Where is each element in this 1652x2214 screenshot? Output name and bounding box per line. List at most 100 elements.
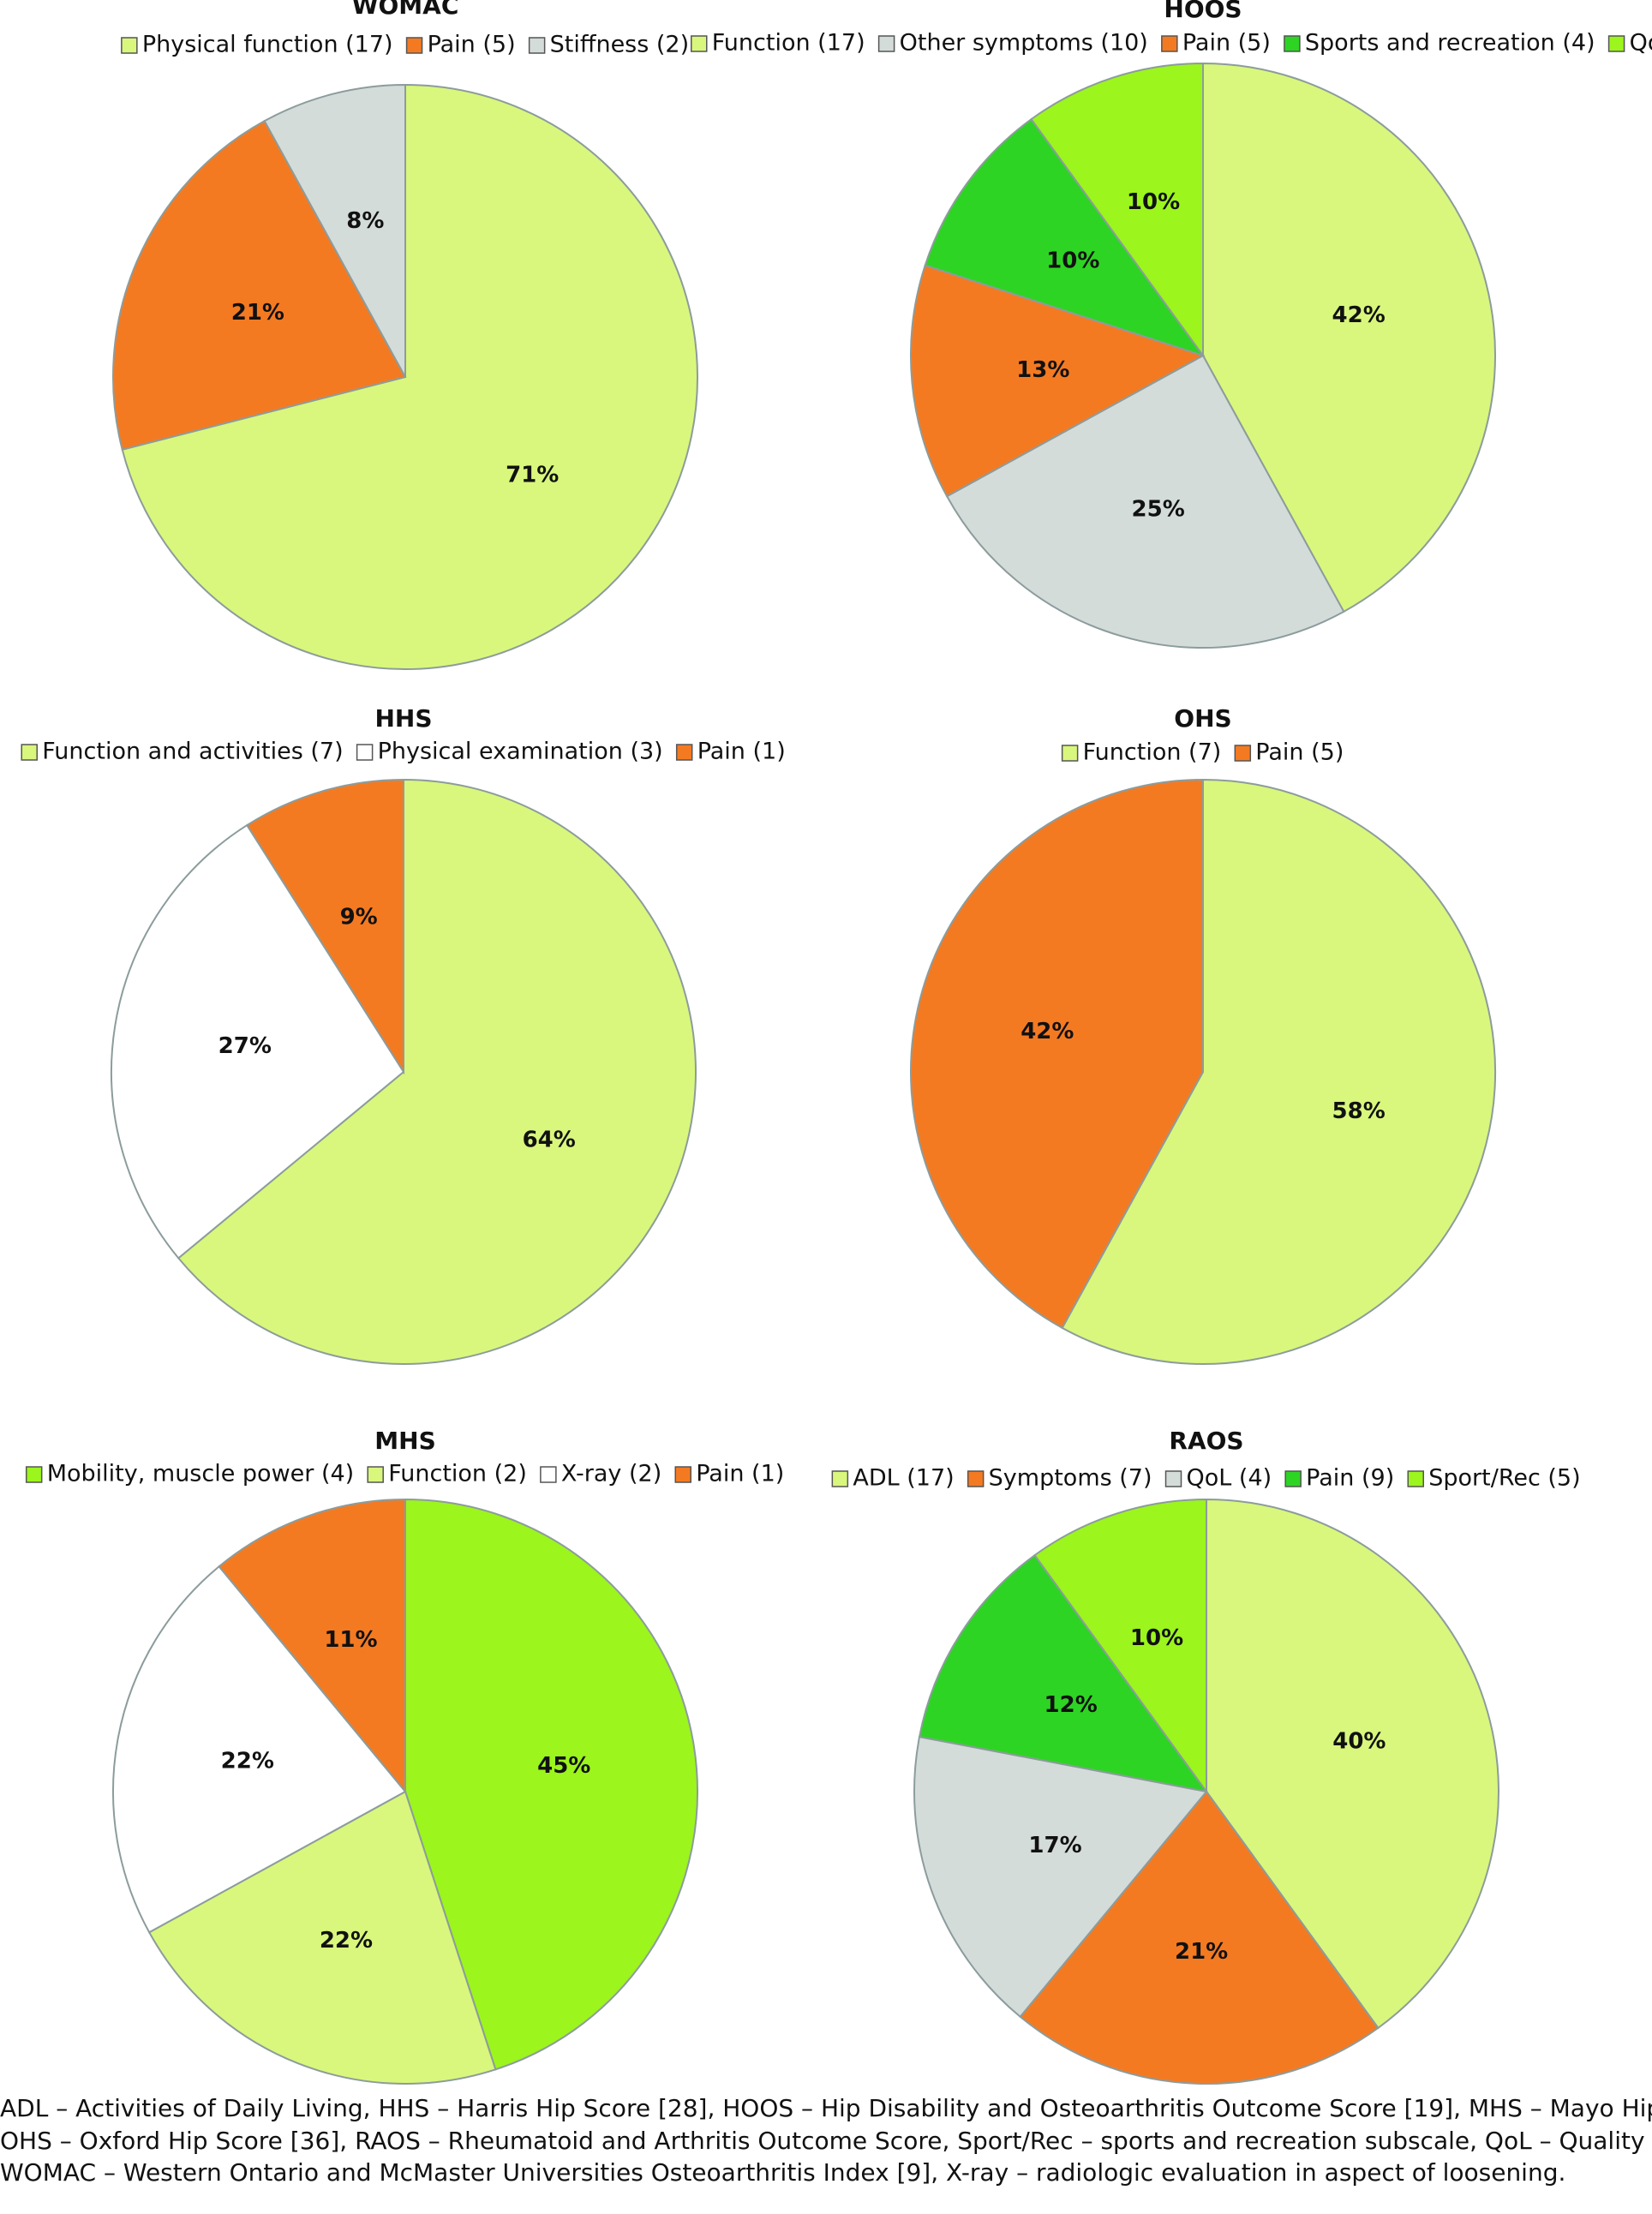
value-label: 17% [1028, 1833, 1081, 1858]
legend-swatch [831, 1470, 849, 1487]
legend-swatch [121, 37, 138, 54]
legend-swatch [356, 744, 374, 761]
pie-slice [1202, 62, 1496, 613]
pie-slice [177, 778, 697, 1365]
value-label: 22% [320, 1928, 373, 1954]
legend-label: Mobility, muscle power (4) [47, 1461, 355, 1487]
pie-slice [913, 1735, 1208, 2019]
legend-swatch [540, 1466, 557, 1483]
value-label: 58% [1332, 1098, 1386, 1124]
legend-swatch [1607, 35, 1625, 52]
value-label: 22% [221, 1748, 274, 1774]
pie-slice [1061, 778, 1496, 1365]
value-label: 25% [1132, 497, 1185, 523]
pie-slice [245, 778, 404, 1075]
value-label: 9% [340, 904, 378, 930]
value-label: 21% [1175, 1939, 1228, 1965]
pie-slice [1033, 1498, 1207, 1795]
value-label: 71% [506, 462, 559, 488]
value-label: 42% [1332, 302, 1386, 328]
pie-slice [1030, 62, 1204, 359]
legend-label: QoL (4) [1187, 1465, 1272, 1492]
legend-swatch [405, 37, 423, 54]
legend-label: Function and activities (7) [42, 739, 343, 765]
legend-label: Pain (5) [1255, 739, 1344, 766]
legend-label: Physical function (17) [142, 32, 393, 58]
legend-swatch [967, 1470, 985, 1487]
legend-label: Sports and recreation (4) [1305, 30, 1595, 57]
legend: ADL (17) Symptoms (7) QoL (4) Pain (9) Sport… [831, 1465, 1581, 1492]
legend-label: Physical examination (3) [378, 739, 663, 765]
pie-slice [121, 83, 698, 670]
value-label: 10% [1130, 1625, 1183, 1651]
chart-title: MHS [374, 1427, 435, 1455]
legend-swatch [691, 35, 708, 52]
pie-slice [112, 1565, 407, 1934]
pie-slice [945, 354, 1345, 649]
legend: Function and activities (7) Physical exam… [21, 739, 786, 765]
legend-label: QoL (4) [1630, 30, 1652, 57]
value-label: 13% [1016, 357, 1069, 383]
value-label: 27% [218, 1033, 272, 1059]
legend-swatch [1284, 1470, 1302, 1487]
legend-swatch [1061, 745, 1079, 762]
legend-swatch [1161, 35, 1178, 52]
legend-label: ADL (17) [853, 1465, 954, 1492]
legend-swatch [25, 1466, 43, 1483]
pie-slice [218, 1498, 406, 1794]
pie-slice [910, 264, 1206, 498]
legend-swatch [1284, 35, 1301, 52]
legend-label: X-ray (2) [561, 1461, 661, 1487]
value-label: 64% [523, 1127, 576, 1152]
legend-label: Pain (5) [1182, 30, 1271, 57]
legend-label: Pain (9) [1306, 1465, 1394, 1492]
legend: Physical function (17) Pain (5) Stiffness … [121, 32, 690, 58]
chart-title: RAOS [1169, 1427, 1243, 1455]
pie-slice [918, 1553, 1209, 1793]
pie-slice [112, 119, 407, 452]
pie-slice [111, 823, 405, 1260]
legend-label: Function (17) [712, 30, 865, 57]
pie-slice [1206, 1498, 1499, 2030]
legend-swatch [367, 1466, 384, 1483]
legend-label: Pain (1) [696, 1461, 784, 1487]
pie-slice [1019, 1790, 1380, 2085]
value-label: 21% [231, 300, 284, 326]
legend-label: Stiffness (2) [550, 32, 690, 58]
legend: Function (7) Pain (5) [1061, 739, 1344, 766]
value-label: 8% [346, 208, 384, 234]
value-label: 45% [537, 1753, 590, 1779]
legend: Function (17) Other symptoms (10) Pain (5)… [691, 30, 1652, 57]
footnote: ADL – Activities of Daily Living, HHS – … [0, 2094, 1652, 2122]
legend-label: Pain (1) [697, 739, 786, 765]
legend-swatch [1234, 745, 1252, 762]
legend-swatch [674, 1466, 691, 1483]
legend-label: Sport/Rec (5) [1428, 1465, 1580, 1492]
legend-label: Function (7) [1083, 739, 1222, 766]
legend-swatch [675, 744, 693, 761]
value-label: 40% [1332, 1729, 1386, 1755]
value-label: 10% [1046, 248, 1099, 273]
legend-label: Function (2) [388, 1461, 527, 1487]
legend-swatch [1407, 1470, 1424, 1487]
chart-title: OHS [1174, 704, 1231, 733]
legend-label: Pain (5) [428, 32, 516, 58]
legend-swatch [21, 744, 38, 761]
chart-title: WOMAC [352, 0, 459, 20]
pie-slice [263, 83, 406, 378]
pie-slice [910, 778, 1204, 1330]
chart-title: HOOS [1164, 0, 1242, 23]
pie-slice [924, 117, 1206, 357]
legend-label: Other symptoms (10) [900, 30, 1148, 57]
legend-swatch [528, 37, 546, 54]
value-label: 11% [324, 1627, 377, 1653]
footnote: WOMAC – Western Ontario and McMaster Uni… [0, 2158, 1565, 2187]
legend-label: Symptoms (7) [989, 1465, 1152, 1492]
pie-slice [404, 1498, 698, 2071]
value-label: 42% [1021, 1019, 1074, 1044]
legend: Mobility, muscle power (4) Function (2) X-… [25, 1461, 784, 1487]
legend-swatch [877, 35, 895, 52]
value-label: 10% [1127, 189, 1180, 215]
chart-title: HHS [374, 704, 432, 733]
